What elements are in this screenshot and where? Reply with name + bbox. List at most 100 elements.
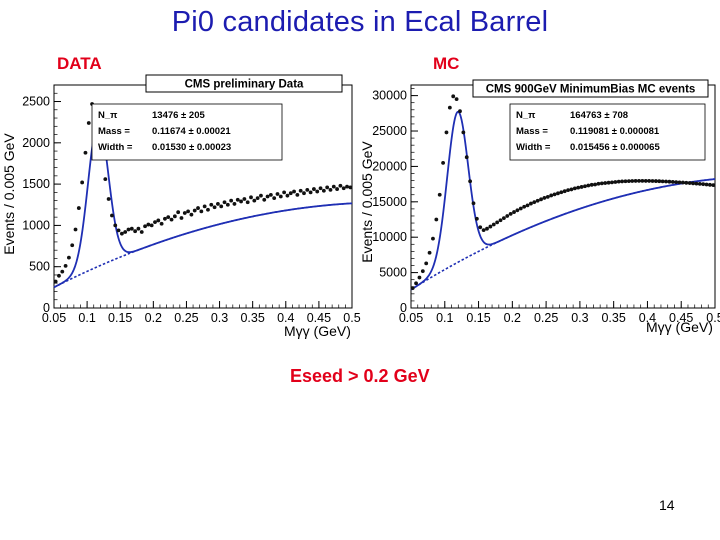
mc-panel-label: MC [433,54,460,73]
x-tick-label: 0.05 [42,311,66,325]
stats-name: N_π [516,110,536,121]
data-point [485,226,489,231]
data-point [305,187,310,192]
data-point [153,220,157,225]
data-point [464,155,469,160]
data-point [235,197,240,202]
data-point [586,183,591,188]
data-point [295,192,300,197]
x-tick-label: 0.35 [601,311,625,325]
y-tick-label: 15000 [372,195,407,209]
data-point [596,181,601,186]
data-point [620,179,625,184]
data-point [623,179,628,184]
data-point [315,189,320,194]
x-tick-label: 0.45 [669,311,693,325]
x-tick-label: 0.2 [145,311,162,325]
data-point [103,177,108,182]
x-tick-label: 0.25 [534,311,558,325]
data-point [113,223,118,228]
data-point [488,224,493,229]
x-tick-label: 0.25 [174,311,198,325]
mc-mass-plot: 0.05 0.1 0.15 0.2 0.25 0.3 0.35 0.4 0.45 0.5 0 5000… [360,79,720,335]
plot-title: CMS preliminary Data [185,79,304,91]
y-tick-label: 1500 [22,177,50,191]
data-point [80,180,85,185]
y-tick-label: 0 [43,301,50,315]
data-point [529,201,533,206]
data-point [441,160,445,165]
y-tick-label: 25000 [372,124,407,138]
data-point [156,218,161,223]
data-point [633,179,638,183]
x-tick-label: 0.5 [706,311,720,325]
stats-value: 0.119081 ± 0.000081 [570,126,660,137]
data-point [298,188,303,193]
data-point [116,228,121,233]
data-point [657,179,662,184]
x-axis-label: Mγγ (GeV) [284,323,351,339]
y-tick-label: 10000 [372,230,407,244]
data-point [328,187,333,192]
data-point [501,216,506,220]
data-point [650,179,655,183]
data-point [424,261,429,266]
data-point [545,194,550,199]
y-tick-label: 30000 [372,89,407,103]
data-point [461,130,466,135]
data-point [149,223,154,228]
data-point [674,180,679,185]
data-point [556,191,560,196]
data-point [535,198,540,203]
data-point [434,217,439,222]
data-point [495,220,500,225]
data-point [53,279,58,284]
stats-value: 0.01530 ± 0.00023 [152,142,231,153]
data-point [444,130,449,135]
page-number: 14 [659,497,675,513]
data-point [697,181,702,186]
data-point [610,180,614,185]
x-tick-label: 0.4 [277,311,294,325]
data-point [67,255,71,260]
stats-box [91,103,283,161]
data-point [292,189,296,194]
x-tick-label: 0.3 [211,311,228,325]
stats-name: Width = [98,142,133,153]
x-tick-label: 0.5 [343,311,360,325]
data-point [209,202,214,207]
cut-label: Eseed > 0.2 GeV [290,366,430,386]
data-point [282,190,287,195]
data-point [268,192,273,197]
data-point [345,184,349,189]
total-fit-curve [410,110,716,291]
data-point [318,186,323,191]
data-point [308,190,313,195]
data-point [542,196,547,200]
data-point [576,185,581,190]
data-point [249,195,253,200]
data-point [572,186,577,191]
y-tick-label: 0 [400,301,407,315]
data-point [481,228,486,233]
data-point [163,216,167,221]
data-point [219,204,224,209]
stats-box [509,103,706,161]
x-tick-label: 0.3 [571,311,588,325]
data-point [664,179,668,184]
data-point [288,191,293,196]
data-point [312,187,316,191]
data-point [159,221,164,226]
data-mass-plot: 0.05 0.1 0.15 0.2 0.25 0.3 0.35 0.4 0.45 0.5 0 500 1… [1,74,361,339]
data-point [265,194,270,199]
x-axis-label: Mγγ (GeV) [646,319,713,335]
data-point [189,212,194,217]
data-point [647,179,652,183]
data-point [172,214,177,219]
data-point [275,192,280,196]
data-point [512,210,516,214]
data-point [491,222,496,227]
data-point [259,193,263,198]
data-point [225,202,230,207]
x-tick-label: 0.15 [108,311,132,325]
